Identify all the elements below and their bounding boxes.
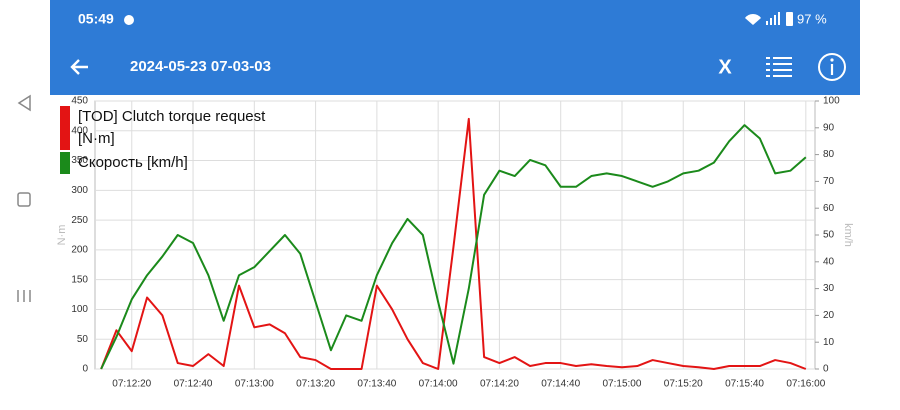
y2-tick-label: 40 [823, 256, 835, 267]
legend-item: [TOD] Clutch torque request [N·m] [60, 106, 283, 150]
y-tick-label: 50 [77, 334, 89, 345]
y-tick-label: 150 [71, 274, 88, 285]
legend-item: Скорость [km/h] [60, 152, 283, 174]
nav-home[interactable] [17, 192, 31, 207]
y2-tick-label: 70 [823, 176, 835, 187]
status-time: 05:49 [78, 11, 114, 27]
info-button[interactable] [818, 53, 846, 81]
y-tick-label: 450 [71, 96, 88, 107]
y2-tick-label: 90 [823, 122, 835, 133]
series-line [100, 117, 807, 370]
status-icons [745, 12, 793, 26]
nav-bar [17, 94, 31, 302]
y2-tick-label: 50 [823, 230, 835, 241]
app-header [50, 0, 860, 95]
x-tick-label: 07:12:20 [112, 379, 151, 390]
y2-tick-label: 60 [823, 203, 835, 214]
x-tick-label: 07:13:20 [296, 379, 335, 390]
y2-axis-title: km/h [842, 223, 854, 247]
x-tick-label: 07:14:00 [419, 379, 458, 390]
x-tick-label: 07:12:40 [174, 379, 213, 390]
list-button[interactable] [766, 57, 792, 77]
x-tick-label: 07:15:40 [725, 379, 764, 390]
legend-label: Скорость [km/h] [78, 154, 188, 171]
y-tick-label: 300 [71, 185, 88, 196]
nav-back[interactable] [17, 94, 31, 112]
x-tick-label: 07:14:20 [480, 379, 519, 390]
app-title: 2024-05-23 07-03-03 [130, 58, 271, 75]
y-tick-label: 250 [71, 215, 88, 226]
y2-tick-label: 30 [823, 283, 835, 294]
back-button[interactable] [70, 59, 88, 75]
y-tick-label: 350 [71, 155, 88, 166]
x-tick-label: 07:13:00 [235, 379, 274, 390]
series-line [100, 124, 807, 370]
y2-tick-label: 10 [823, 337, 835, 348]
x-tick-label: 07:13:40 [357, 379, 396, 390]
y-axis-title: N·m [56, 225, 68, 246]
y2-tick-label: 0 [823, 364, 829, 375]
x-tick-label: 07:15:00 [603, 379, 642, 390]
legend: [TOD] Clutch torque request [N·m] Скорост… [60, 106, 283, 176]
legend-swatch [60, 152, 70, 174]
x-tick-label: 07:15:20 [664, 379, 703, 390]
y-tick-label: 0 [82, 364, 88, 375]
y-tick-label: 200 [71, 245, 88, 256]
legend-swatch [60, 106, 70, 150]
battery: 97 % [797, 11, 827, 26]
status-icon [124, 15, 134, 25]
y2-tick-label: 100 [823, 96, 840, 107]
close-button[interactable]: X [718, 56, 732, 78]
y-tick-label: 100 [71, 304, 88, 315]
legend-label: [TOD] Clutch torque request [N·m] [78, 108, 266, 147]
nav-recent[interactable] [17, 290, 31, 302]
x-tick-label: 07:16:00 [786, 379, 825, 390]
y2-tick-label: 20 [823, 310, 835, 321]
y-tick-label: 400 [71, 125, 88, 136]
y2-tick-label: 80 [823, 149, 835, 160]
x-tick-label: 07:14:40 [541, 379, 580, 390]
